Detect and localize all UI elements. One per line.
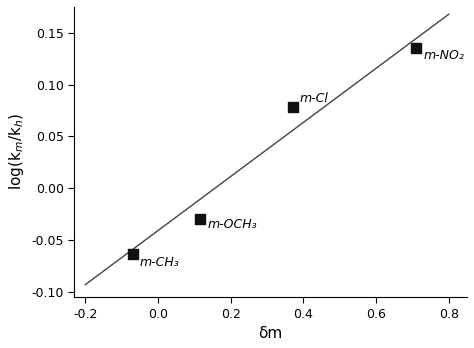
Y-axis label: log(k$_{m}$/k$_{h}$): log(k$_{m}$/k$_{h}$) (7, 113, 26, 190)
Point (289, 105, 296, 110)
Text: m-NO₂: m-NO₂ (423, 49, 464, 62)
Point (196, 216, 204, 222)
Point (412, 46, 420, 51)
Point (129, 251, 137, 256)
X-axis label: δm: δm (259, 326, 283, 341)
Text: m-Cl: m-Cl (300, 92, 328, 105)
Text: m-CH₃: m-CH₃ (140, 256, 180, 269)
Text: m-OCH₃: m-OCH₃ (207, 218, 257, 231)
